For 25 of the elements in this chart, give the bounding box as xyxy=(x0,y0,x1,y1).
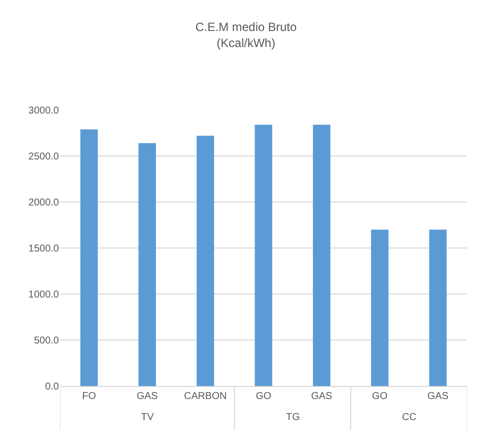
y-tick-label: 2000.0 xyxy=(28,198,60,208)
text: TG xyxy=(286,412,300,423)
x-tick-label: CARBON xyxy=(184,391,227,402)
text: CC xyxy=(402,412,416,423)
bar xyxy=(138,143,156,386)
x-tick-label: GAS xyxy=(427,391,449,402)
bar xyxy=(254,124,272,386)
x-tick-label: FO xyxy=(82,391,96,402)
x-tick-label: GAS xyxy=(136,391,158,402)
x-tick-label: GAS xyxy=(311,391,333,402)
y-tick-label: 1500.0 xyxy=(28,244,60,254)
bar xyxy=(80,129,98,386)
bar xyxy=(371,230,389,386)
bar xyxy=(312,124,330,386)
bar xyxy=(196,136,214,386)
chart-title: C.E.M medio Bruto (Kcal/kWh) xyxy=(195,20,298,50)
y-tick-label: 3000.0 xyxy=(28,106,60,116)
bar xyxy=(429,230,447,386)
y-tick-label: 500.0 xyxy=(34,336,60,346)
y-tick-label: 0.0 xyxy=(45,382,60,392)
x-tick-label: GO xyxy=(256,391,272,402)
text: TV xyxy=(141,412,154,423)
y-tick-label: 1000.0 xyxy=(28,290,60,300)
y-tick-label: 2500.0 xyxy=(28,152,60,162)
x-tick-label: GO xyxy=(372,391,388,402)
